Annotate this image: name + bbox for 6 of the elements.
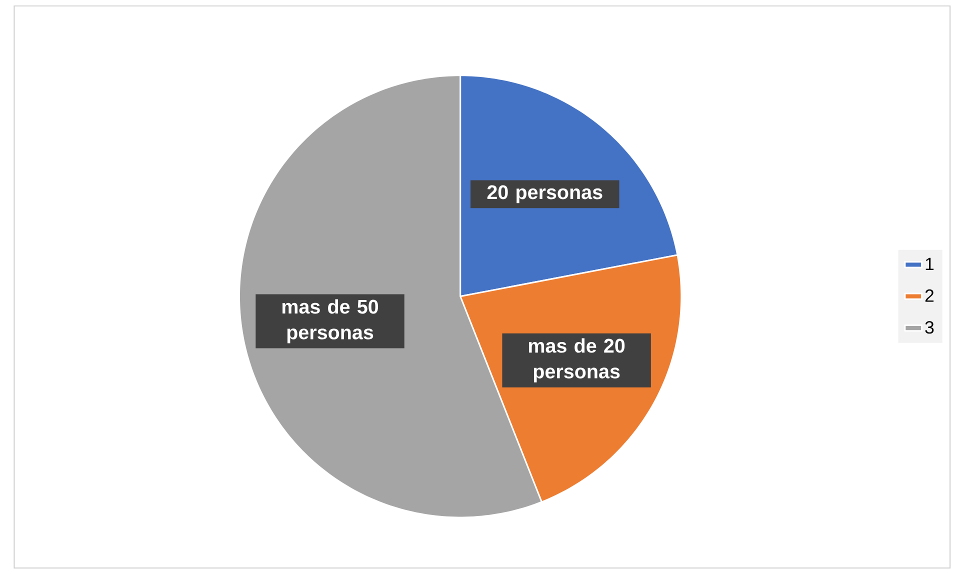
- legend-label: 3: [925, 321, 934, 334]
- text: mas de 20 personas: [529, 338, 625, 382]
- legend-label: 2: [925, 289, 934, 302]
- text: mas de 50 personas: [282, 299, 378, 344]
- text: 20 personas: [487, 185, 602, 204]
- legend-label: 1: [926, 258, 934, 270]
